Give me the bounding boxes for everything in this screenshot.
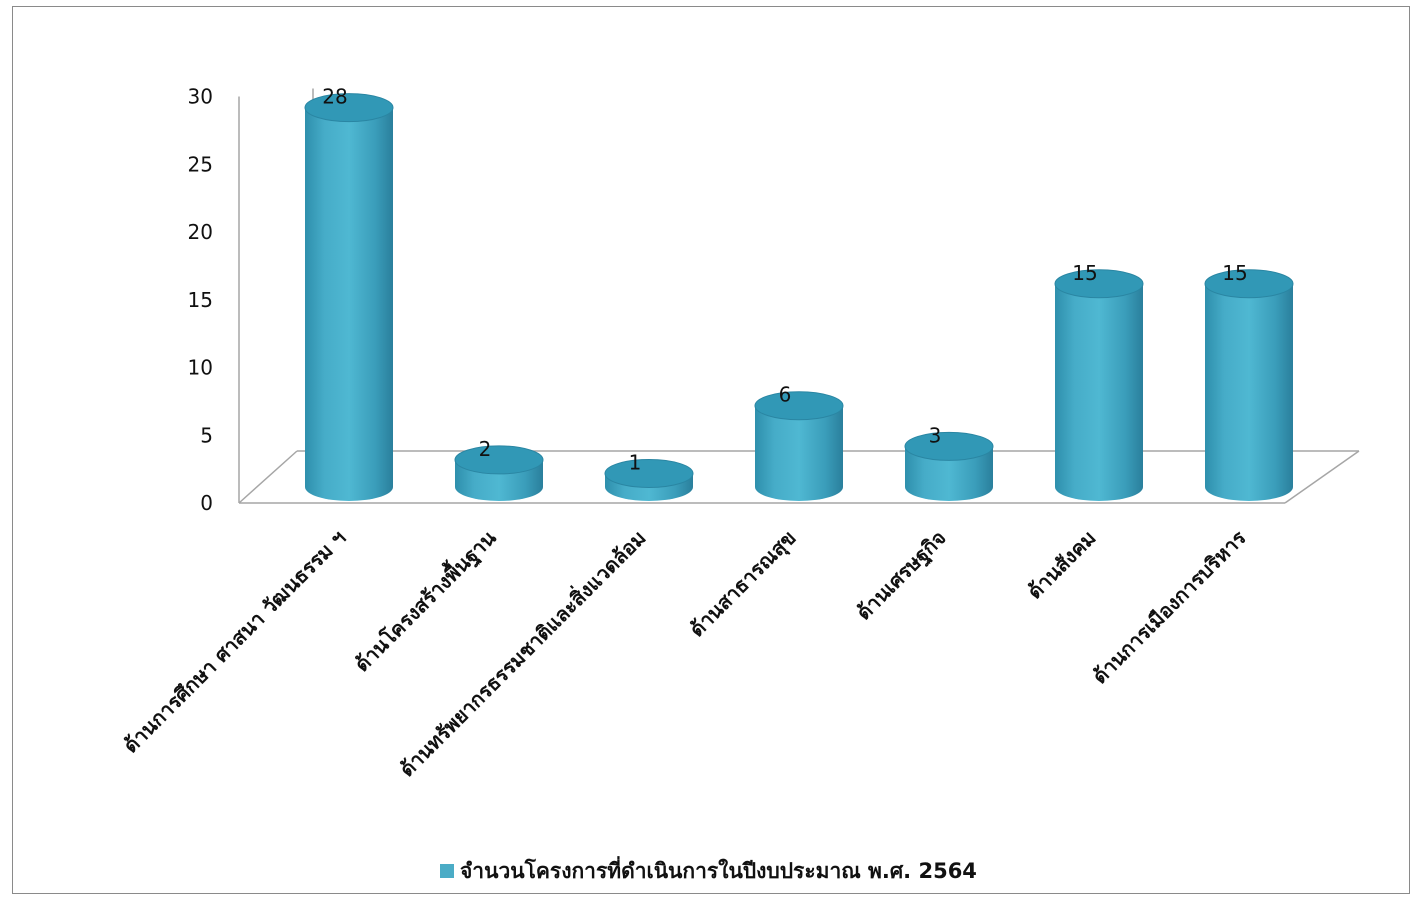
floor-right-edge [1285, 451, 1359, 503]
bar-chart: 0 5 10 15 20 25 30 28 2 1 6 3 15 15 ด้านการศึกษา ศาส… [13, 7, 1411, 895]
bar-body [1205, 284, 1293, 501]
data-label: 2 [479, 437, 492, 461]
legend-label: จำนวนโครงการที่ดำเนินการในปีงบประมาณ พ.ศ… [460, 855, 977, 888]
bar-body [305, 108, 393, 501]
y-tick-label: 30 [188, 85, 213, 109]
bar-top [605, 459, 693, 487]
x-category-label: ด้านทรัพยากรธรรมชาติและสิ่งแวดล้อม [393, 523, 651, 781]
bar-top [1205, 270, 1293, 298]
x-category-label: ด้านการศึกษา ศาสนา วัฒนธรรม ฯ [118, 526, 350, 758]
y-tick-label: 20 [188, 220, 213, 244]
data-label: 3 [929, 423, 942, 447]
x-axis-labels: ด้านการศึกษา ศาสนา วัฒนธรรม ฯด้านโครงสร้… [118, 523, 1250, 781]
y-tick-label: 25 [188, 152, 213, 176]
data-label: 15 [1072, 261, 1097, 285]
bar-body [1055, 284, 1143, 501]
bar [755, 392, 843, 501]
floor-left-edge [239, 451, 297, 503]
legend: จำนวนโครงการที่ดำเนินการในปีงบประมาณ พ.ศ… [440, 858, 977, 884]
data-label: 28 [322, 85, 347, 109]
bar [1055, 270, 1143, 501]
bar [305, 94, 393, 501]
legend-swatch [440, 864, 454, 878]
x-category-label: ด้านสาธารณสุข [685, 526, 802, 643]
y-tick-label: 10 [188, 356, 213, 380]
chart-frame: 0 5 10 15 20 25 30 28 2 1 6 3 15 15 ด้านการศึกษา ศาส… [12, 6, 1410, 894]
y-axis-ticks: 0 5 10 15 20 25 30 [188, 85, 213, 516]
bar-top [755, 392, 843, 420]
y-tick-label: 0 [200, 491, 213, 515]
data-label: 1 [629, 450, 642, 474]
y-tick-label: 15 [188, 288, 213, 312]
bar [605, 459, 693, 501]
x-category-label: ด้านโครงสร้างพื้นฐาน [348, 523, 503, 678]
bar [905, 432, 993, 501]
x-category-label: ด้านเศรษฐกิจ [851, 526, 952, 627]
bar-top [905, 432, 993, 460]
y-tick-label: 5 [200, 423, 213, 447]
data-label: 15 [1222, 261, 1247, 285]
bar-top [455, 446, 543, 474]
bar [1205, 270, 1293, 501]
x-category-label: ด้านการเมืองการบริหาร [1088, 525, 1251, 688]
data-label: 6 [779, 383, 792, 407]
x-category-label: ด้านสังคม [1022, 526, 1100, 604]
bar-top [1055, 270, 1143, 298]
bar-top [305, 94, 393, 122]
bar-series [305, 94, 1293, 501]
bar [455, 446, 543, 501]
